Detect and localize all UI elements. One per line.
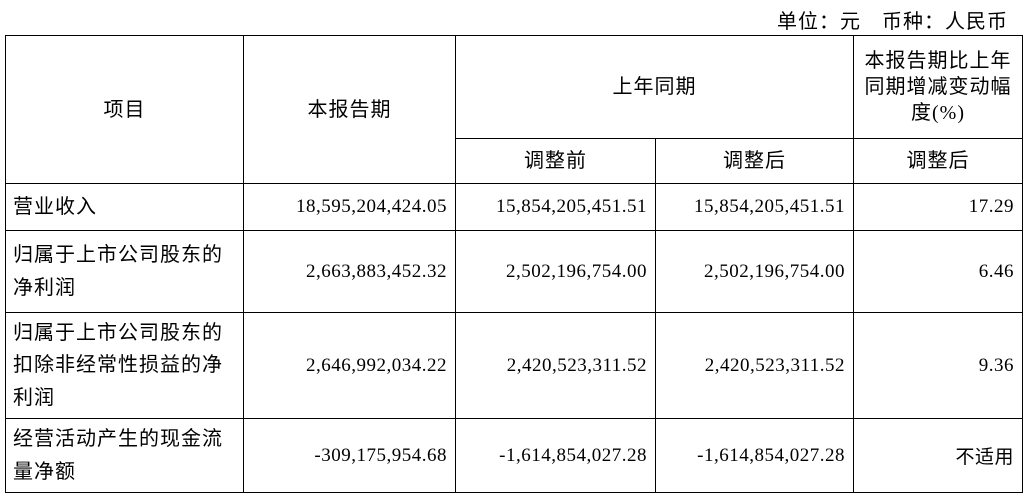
column-header-change-after-adjustment: 调整后 (853, 138, 1023, 184)
change-percent-value: 9.36 (853, 311, 1023, 420)
item-label: 归属于上市公司股东的扣除非经常性损益的净利润 (5, 311, 244, 420)
header-row-sub: 调整前 调整后 调整后 (6, 138, 1023, 184)
table-row: 归属于上市公司股东的净利润 2,663,883,452.32 2,502,196… (5, 230, 1023, 313)
change-percent-value: 17.29 (853, 183, 1023, 231)
prior-before-adjustment-value: -1,614,854,027.28 (455, 418, 656, 493)
prior-after-adjustment-value: 2,502,196,754.00 (655, 230, 854, 313)
prior-after-adjustment-value: -1,614,854,027.28 (655, 418, 854, 493)
current-period-value: 2,663,883,452.32 (243, 230, 456, 313)
current-period-value: 2,646,992,034.22 (243, 311, 456, 420)
header-row-top: 项目 本报告期 上年同期 本报告期比上年同期增减变动幅度(%) (5, 35, 1023, 184)
table-row: 经营活动产生的现金流量净额 -309,175,954.68 -1,614,854… (5, 418, 1023, 493)
item-label: 营业收入 (5, 183, 244, 231)
change-percent-value: 不适用 (853, 418, 1023, 493)
item-label: 归属于上市公司股东的净利润 (5, 230, 244, 313)
table-row: 营业收入 18,595,204,424.05 15,854,205,451.51… (5, 183, 1023, 231)
prior-before-adjustment-value: 2,420,523,311.52 (455, 311, 656, 420)
prior-before-adjustment-value: 15,854,205,451.51 (455, 183, 656, 231)
change-percent-value: 6.46 (853, 230, 1023, 313)
item-label: 经营活动产生的现金流量净额 (5, 418, 244, 493)
column-header-current-period: 本报告期 (243, 35, 456, 184)
prior-after-adjustment-value: 2,420,523,311.52 (655, 311, 854, 420)
column-header-before-adjustment: 调整前 (455, 138, 656, 184)
column-header-item: 项目 (5, 35, 244, 184)
prior-before-adjustment-value: 2,502,196,754.00 (455, 230, 656, 313)
table-row: 归属于上市公司股东的扣除非经常性损益的净利润 2,646,992,034.22 … (5, 311, 1023, 420)
financial-summary-table: 项目 本报告期 上年同期 本报告期比上年同期增减变动幅度(%) 调整前 调整后 … (5, 35, 1023, 493)
unit-currency-note: 单位：元 币种：人民币 (777, 11, 1008, 33)
column-header-change-pct: 本报告期比上年同期增减变动幅度(%) (853, 35, 1023, 139)
column-header-prior-period: 上年同期 (455, 35, 854, 139)
current-period-value: -309,175,954.68 (243, 418, 456, 493)
prior-after-adjustment-value: 15,854,205,451.51 (655, 183, 854, 231)
current-period-value: 18,595,204,424.05 (243, 183, 456, 231)
column-header-after-adjustment: 调整后 (655, 138, 854, 184)
